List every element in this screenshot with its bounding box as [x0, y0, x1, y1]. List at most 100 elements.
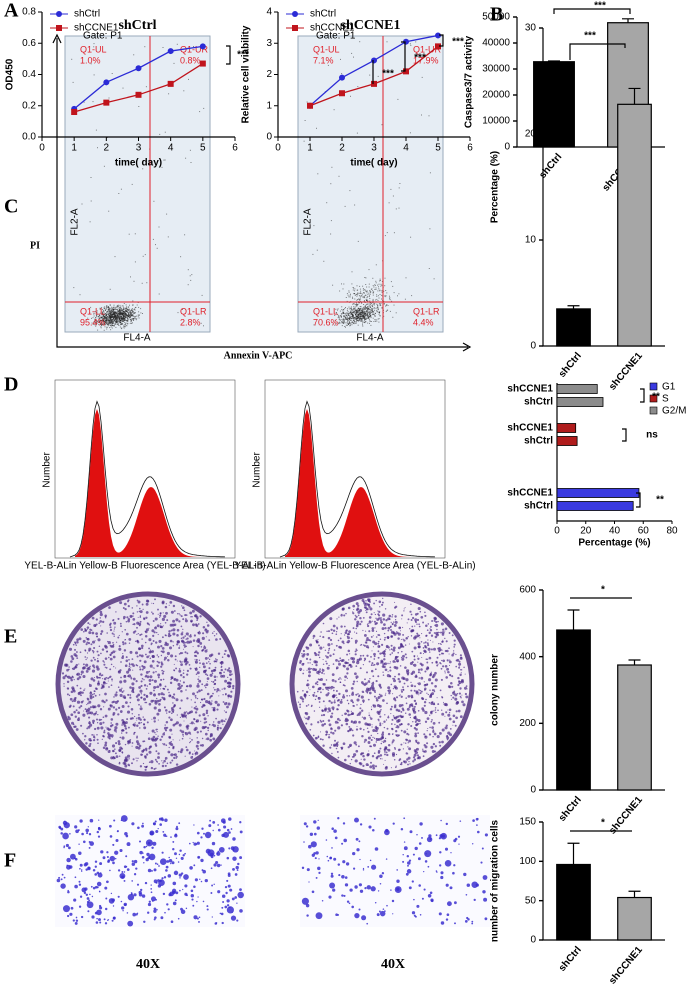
- flow-dot: [110, 322, 112, 324]
- colony: [82, 663, 85, 666]
- flow-dot: [122, 319, 124, 321]
- flow-dot: [369, 312, 371, 314]
- colony: [156, 712, 160, 716]
- flow-dot: [357, 312, 359, 314]
- colony: [343, 625, 346, 628]
- colony: [104, 657, 108, 660]
- colony: [374, 627, 376, 629]
- colony: [382, 699, 385, 702]
- colony: [71, 686, 75, 690]
- colony: [107, 735, 111, 739]
- colony: [412, 721, 414, 723]
- colony: [179, 739, 181, 741]
- colony: [195, 673, 198, 675]
- flow-dot: [376, 298, 378, 300]
- flow-dot: [191, 274, 193, 276]
- flow-dot: [133, 312, 135, 314]
- colony: [316, 683, 319, 686]
- colony: [369, 639, 372, 642]
- colony: [312, 637, 314, 639]
- colony: [310, 723, 313, 726]
- colony: [321, 668, 325, 672]
- colony: [407, 763, 409, 766]
- colony: [123, 679, 127, 683]
- colony: [141, 668, 144, 671]
- flow-dot: [100, 323, 102, 325]
- colony: [122, 643, 125, 646]
- colony: [191, 706, 193, 708]
- colony: [389, 666, 392, 669]
- colony: [387, 662, 389, 665]
- colony: [400, 695, 403, 698]
- colony: [306, 653, 310, 656]
- colony: [111, 678, 113, 681]
- colony: [366, 623, 369, 625]
- flow-dot: [115, 321, 117, 323]
- colony: [333, 649, 336, 651]
- colony: [107, 680, 109, 682]
- flow-dot: [356, 320, 358, 322]
- dish: [289, 591, 475, 777]
- flow-dot: [113, 316, 114, 318]
- colony: [456, 693, 459, 695]
- colony: [333, 743, 337, 747]
- colony: [70, 690, 74, 694]
- colony: [149, 691, 153, 695]
- colony: [159, 626, 162, 628]
- flow-dot: [405, 277, 407, 279]
- colony: [103, 706, 105, 708]
- colony: [189, 740, 192, 743]
- flow-dot: [378, 303, 380, 305]
- colony: [145, 688, 148, 690]
- colony: [87, 725, 91, 729]
- colony: [427, 639, 429, 641]
- colony: [424, 644, 427, 648]
- colony: [355, 615, 358, 618]
- flow-dot: [142, 313, 143, 314]
- colony: [392, 687, 395, 690]
- colony: [215, 658, 217, 660]
- flow-dot: [363, 309, 364, 311]
- flow-dot: [131, 309, 132, 311]
- flow-dot: [364, 289, 366, 291]
- flow-dot: [112, 320, 114, 322]
- colony: [326, 732, 328, 734]
- colony: [424, 650, 427, 654]
- flow-dot: [345, 324, 347, 326]
- colony: [131, 713, 134, 715]
- cell: [174, 899, 177, 902]
- colony: [331, 706, 335, 710]
- colony: [127, 705, 130, 708]
- cell: [206, 905, 209, 908]
- colony: [139, 689, 143, 693]
- colony: [162, 670, 165, 673]
- colony: [394, 619, 397, 621]
- flow-dot: [127, 311, 129, 313]
- flow-dot: [120, 321, 122, 323]
- colony: [105, 650, 109, 653]
- colony: [176, 634, 179, 637]
- flow-dot: [127, 315, 129, 317]
- flow-dot: [363, 300, 365, 302]
- colony: [344, 712, 347, 716]
- flow-dot: [128, 233, 130, 235]
- flow-dot: [340, 313, 342, 315]
- colony: [306, 683, 310, 687]
- colony: [346, 677, 348, 679]
- colony: [382, 671, 384, 673]
- flow-dot: [372, 311, 374, 313]
- colony: [75, 651, 78, 653]
- flow-dot: [125, 315, 127, 317]
- colony: [86, 626, 90, 629]
- colony: [179, 660, 181, 662]
- colony: [107, 732, 110, 735]
- flow-dot: [362, 310, 364, 312]
- colony: [156, 660, 159, 663]
- colony: [184, 651, 187, 654]
- flow-dot: [350, 95, 351, 97]
- colony: [350, 758, 353, 761]
- colony: [92, 735, 96, 739]
- flow-dot: [110, 309, 112, 311]
- colony: [98, 673, 101, 676]
- colony: [410, 689, 413, 692]
